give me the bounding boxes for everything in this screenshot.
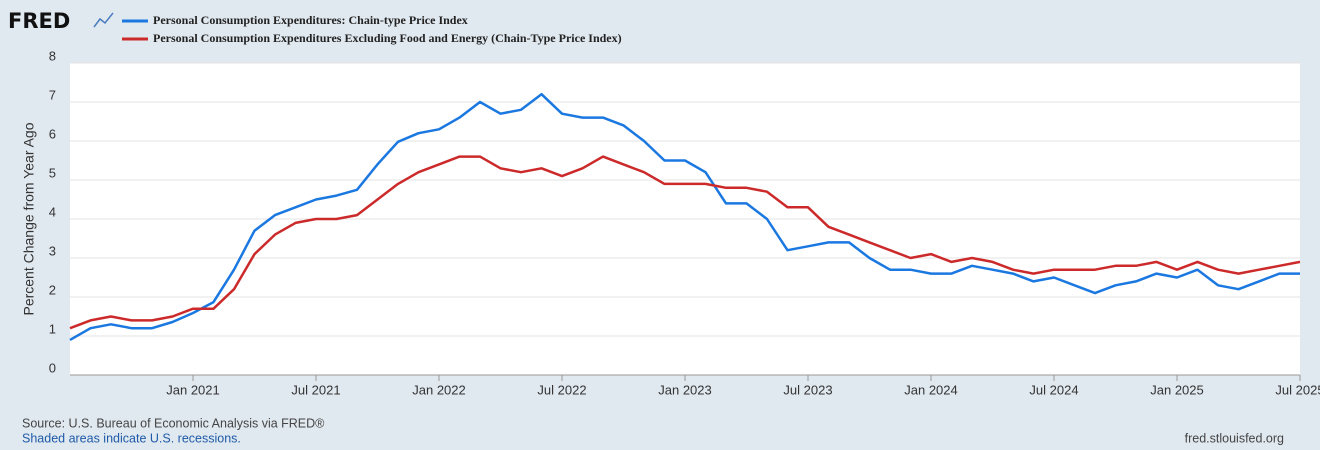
series-line <box>69 92 1300 341</box>
y-tick-label: 7 <box>49 87 56 102</box>
x-tick-label: Jan 2025 <box>1150 382 1204 397</box>
series-line <box>69 155 1301 330</box>
legend-label: Personal Consumption Expenditures Exclud… <box>153 31 622 45</box>
url: fred.stlouisfed.org <box>1185 431 1284 445</box>
x-tick-label: Jan 2021 <box>166 382 220 397</box>
x-tick-label: Jul 2021 <box>291 382 340 397</box>
x-tick-label: Jul 2025 <box>1275 382 1320 397</box>
logo-icon <box>93 12 114 28</box>
y-tick-label: 0 <box>49 360 56 375</box>
source: Source: U.S. Bureau of Economic Analysis… <box>22 416 325 430</box>
y-tick-label: 3 <box>49 243 56 258</box>
x-tick-label: Jul 2024 <box>1029 382 1078 397</box>
y-tick-label: 2 <box>49 282 56 297</box>
y-tick-label: 1 <box>49 321 56 336</box>
y-tick-label: 5 <box>49 165 56 180</box>
legend-label: Personal Consumption Expenditures: Chain… <box>153 13 468 27</box>
y-tick-label: 8 <box>49 48 56 63</box>
x-tick-label: Jan 2022 <box>412 382 466 397</box>
y-tick-label: 6 <box>49 126 56 141</box>
x-tick-label: Jan 2023 <box>658 382 712 397</box>
x-tick-label: Jul 2023 <box>783 382 832 397</box>
y-tick-label: 4 <box>49 204 56 219</box>
x-tick-label: Jul 2022 <box>537 382 586 397</box>
x-tick-label: Jan 2024 <box>904 382 958 397</box>
note: Shaded areas indicate U.S. recessions. <box>22 431 241 445</box>
logo: FRED <box>8 9 70 33</box>
y-axis-label: Percent Change from Year Ago <box>21 122 37 315</box>
